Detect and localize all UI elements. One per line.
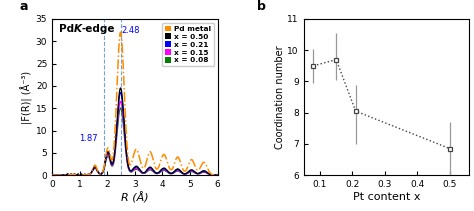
- Text: -edge: -edge: [81, 24, 115, 34]
- Text: a: a: [19, 0, 27, 13]
- Text: Pd: Pd: [59, 24, 78, 34]
- Y-axis label: |F(R)| (Å⁻³): |F(R)| (Å⁻³): [20, 70, 33, 124]
- Y-axis label: Coordination number: Coordination number: [274, 45, 284, 149]
- Text: 1.87: 1.87: [79, 134, 98, 143]
- Text: K: K: [73, 24, 82, 34]
- Text: 2.48: 2.48: [122, 26, 140, 35]
- X-axis label: Pt content x: Pt content x: [353, 192, 420, 202]
- Legend: Pd metal, x = 0.50, x = 0.21, x = 0.15, x = 0.08: Pd metal, x = 0.50, x = 0.21, x = 0.15, …: [162, 23, 214, 66]
- X-axis label: R (Å): R (Å): [121, 192, 149, 203]
- Text: b: b: [257, 0, 266, 13]
